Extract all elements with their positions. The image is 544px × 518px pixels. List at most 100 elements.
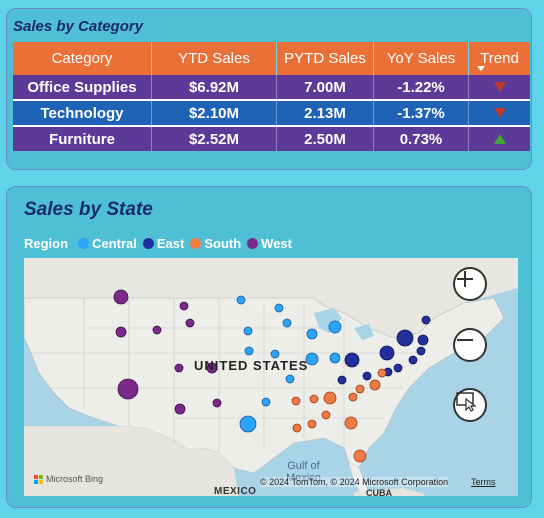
bubble-south[interactable] (348, 392, 358, 402)
zoom-out-button[interactable] (453, 328, 487, 362)
bubble-east[interactable] (379, 345, 395, 361)
bubble-east[interactable] (344, 352, 360, 368)
category-card-title: Sales by Category (13, 18, 144, 35)
bubbles-south (291, 368, 387, 463)
bubble-central[interactable] (236, 295, 246, 305)
bubble-west[interactable] (185, 318, 195, 328)
bubbles-west (113, 289, 222, 415)
bubble-south[interactable] (353, 449, 367, 463)
gulf-label-line2: Mexico (286, 472, 321, 484)
cell-yoy: 0.73% (373, 126, 469, 151)
column-header-trend-label: Trend (480, 50, 519, 67)
bubble-east[interactable] (417, 334, 429, 346)
column-header-category[interactable]: Category (13, 42, 152, 75)
bubble-central[interactable] (282, 318, 292, 328)
table-header-row: Category YTD Sales PYTD Sales YoY Sales … (13, 42, 530, 75)
bing-label: Microsoft Bing (46, 474, 104, 484)
legend-item-west[interactable]: West (247, 236, 292, 251)
bubble-central[interactable] (244, 346, 254, 356)
bubble-central[interactable] (285, 374, 295, 384)
bubble-south[interactable] (377, 368, 387, 378)
bubble-south[interactable] (321, 410, 331, 420)
cell-category: Technology (13, 99, 152, 127)
plus-icon (457, 271, 473, 287)
bubble-west[interactable] (113, 289, 129, 305)
sort-descending-icon (477, 66, 485, 71)
legend-label-south: South (204, 236, 242, 251)
bubble-central[interactable] (243, 326, 253, 336)
bubble-east[interactable] (396, 329, 414, 347)
cell-pytd: 2.13M (276, 99, 374, 127)
select-region-button[interactable] (453, 388, 487, 422)
bubble-east[interactable] (408, 355, 418, 365)
bubble-central[interactable] (239, 415, 257, 433)
bubble-south[interactable] (307, 419, 317, 429)
bubble-central[interactable] (274, 303, 284, 313)
cell-category: Furniture (13, 126, 152, 151)
bubble-central[interactable] (305, 352, 319, 366)
map-copyright: © 2024 TomTom, © 2024 Microsoft Corporat… (260, 477, 449, 487)
bubble-west[interactable] (174, 403, 186, 415)
bubble-east[interactable] (416, 346, 426, 356)
select-region-icon (456, 392, 477, 412)
bubble-west[interactable] (212, 398, 222, 408)
bubble-west[interactable] (117, 378, 139, 400)
bubble-west[interactable] (206, 362, 218, 374)
bubble-east[interactable] (421, 315, 431, 325)
gulf-label-line1: Gulf of (287, 460, 320, 472)
mexico-label: MEXICO (214, 486, 257, 496)
bubble-west[interactable] (174, 363, 184, 373)
table-row[interactable]: Furniture $2.52M 2.50M 0.73% (13, 126, 530, 151)
bubble-south[interactable] (292, 423, 302, 433)
lake-michigan (314, 308, 342, 333)
bubbles-central (236, 295, 342, 433)
column-header-ytd[interactable]: YTD Sales (151, 42, 277, 75)
category-table: Category YTD Sales PYTD Sales YoY Sales … (13, 42, 530, 151)
sales-by-state-card: Sales by State Region Central East South… (6, 186, 532, 508)
bubble-central[interactable] (270, 349, 280, 359)
cell-trend (468, 126, 530, 151)
bubble-west[interactable] (152, 325, 162, 335)
legend-label-central: Central (92, 236, 137, 251)
bubble-east[interactable] (362, 371, 372, 381)
cell-trend (468, 75, 530, 100)
cell-yoy: -1.37% (373, 99, 469, 127)
bubble-central[interactable] (261, 397, 271, 407)
column-header-yoy[interactable]: YoY Sales (373, 42, 469, 75)
legend-item-south[interactable]: South (190, 236, 241, 251)
gulf-label: Gulf of Mexico (286, 460, 321, 484)
bubble-central[interactable] (328, 320, 342, 334)
map-canvas (24, 258, 518, 496)
bubble-west[interactable] (179, 301, 189, 311)
column-header-pytd[interactable]: PYTD Sales (276, 42, 374, 75)
cell-category: Office Supplies (13, 75, 152, 100)
bubble-south[interactable] (344, 416, 358, 430)
legend-title: Region (24, 236, 69, 251)
table-row[interactable]: Office Supplies $6.92M 7.00M -1.22% (13, 75, 530, 100)
cell-pytd: 7.00M (276, 75, 374, 100)
bubble-south[interactable] (309, 394, 319, 404)
bubble-central[interactable] (329, 352, 341, 364)
bubble-east[interactable] (393, 363, 403, 373)
table-row[interactable]: Technology $2.10M 2.13M -1.37% (13, 99, 530, 127)
legend-dot-central (78, 238, 90, 249)
column-header-trend[interactable]: Trend (468, 42, 530, 75)
legend-item-central[interactable]: Central (78, 236, 137, 251)
map-legend: Region Central East South West (24, 236, 294, 251)
legend-item-east[interactable]: East (142, 236, 184, 251)
bubble-west[interactable] (115, 326, 127, 338)
cell-pytd: 2.50M (276, 126, 374, 151)
cell-ytd: $2.10M (151, 99, 277, 127)
florida-land (349, 463, 370, 496)
terms-link[interactable]: Terms (471, 477, 496, 487)
bubble-south[interactable] (291, 396, 301, 406)
country-label: UNITED STATES (194, 358, 309, 373)
legend-dot-south (190, 238, 202, 249)
bubble-south[interactable] (323, 391, 337, 405)
bubble-south[interactable] (369, 379, 381, 391)
bubble-east[interactable] (337, 375, 347, 385)
bubble-central[interactable] (306, 328, 318, 340)
bubble-south[interactable] (355, 384, 365, 394)
us-state-map[interactable]: UNITED STATES Gulf of Mexico MEXICO CUBA… (24, 258, 518, 496)
zoom-in-button[interactable] (453, 267, 487, 301)
